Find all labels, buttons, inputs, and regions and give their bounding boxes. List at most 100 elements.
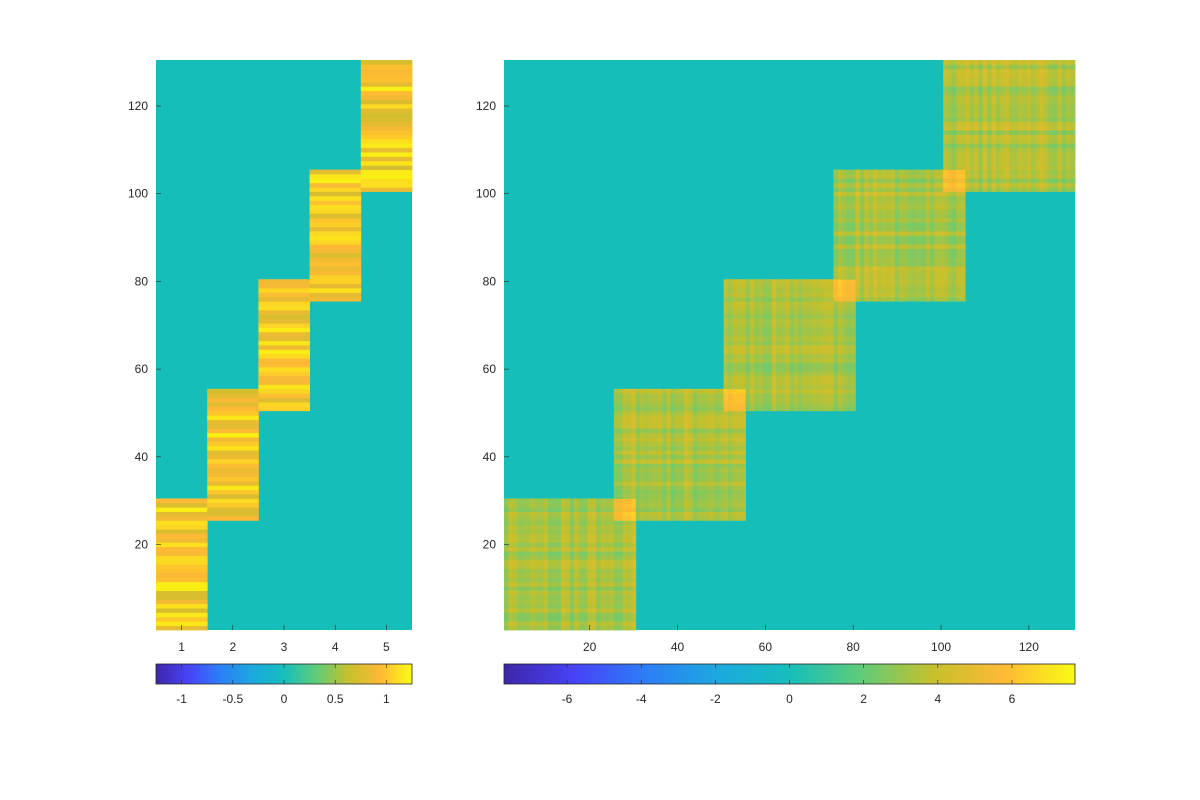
heatmap-cell <box>912 261 918 267</box>
heatmap-cell <box>749 366 755 372</box>
heatmap-cell <box>934 296 940 302</box>
heatmap-cell <box>1039 77 1045 83</box>
heatmap-cell <box>552 616 558 622</box>
heatmap-cell <box>622 463 628 469</box>
heatmap-cell <box>820 292 826 298</box>
heatmap-cell <box>666 388 672 394</box>
heatmap-cell <box>504 564 509 570</box>
heatmap-cell <box>1026 90 1032 96</box>
heatmap-cell <box>574 511 580 517</box>
heatmap-cell <box>824 301 830 306</box>
heatmap-cell <box>684 432 689 438</box>
heatmap-cell <box>728 441 733 447</box>
heatmap-cell <box>1053 182 1058 188</box>
heatmap-cell <box>552 625 558 631</box>
heatmap-cell <box>653 511 659 517</box>
heatmap-cell <box>732 384 738 390</box>
heatmap-cell <box>846 327 852 333</box>
heatmap-cell <box>767 397 773 403</box>
heatmap-cell <box>745 292 751 298</box>
heatmap-cell <box>741 476 746 482</box>
heatmap-cell <box>872 191 878 197</box>
heatmap-cell <box>684 428 689 434</box>
heatmap-cell <box>785 366 790 372</box>
heatmap-cell <box>899 200 905 206</box>
heatmap-cell <box>846 274 852 280</box>
heatmap-cell <box>947 86 953 92</box>
heatmap-cell <box>842 353 847 359</box>
heatmap-cell <box>934 195 940 201</box>
heatmap-cell <box>578 520 584 526</box>
heatmap-cell <box>626 423 632 429</box>
heatmap-cell <box>943 248 949 254</box>
heatmap-cell <box>517 594 522 600</box>
heatmap-cell <box>618 485 623 491</box>
heatmap-cell <box>618 594 623 600</box>
heatmap-cell <box>736 406 742 412</box>
heatmap-cell <box>938 213 944 219</box>
heatmap-cell <box>679 406 685 412</box>
heatmap-cell <box>912 200 918 206</box>
heatmap-cell <box>956 239 962 245</box>
heatmap-cell <box>903 226 909 232</box>
heatmap-cell <box>710 511 716 517</box>
heatmap-cell <box>921 235 927 241</box>
heatmap-cell <box>934 187 940 192</box>
heatmap-cell <box>829 358 834 363</box>
heatmap-cell <box>657 402 663 407</box>
heatmap-cell <box>802 292 808 298</box>
heatmap-cell <box>763 301 768 306</box>
heatmap-cell <box>899 279 905 285</box>
heatmap-cell <box>719 423 725 429</box>
heatmap-cell <box>811 349 817 355</box>
heatmap-cell <box>732 380 738 385</box>
heatmap-cell <box>991 77 997 83</box>
heatmap-cell <box>723 402 729 407</box>
heatmap-cell <box>534 581 540 587</box>
heatmap-cell <box>846 371 852 377</box>
heatmap-cell <box>969 95 975 100</box>
heatmap-cell <box>952 195 957 201</box>
heatmap-cell <box>530 559 536 565</box>
heatmap-cell <box>1031 103 1036 109</box>
heatmap-cell <box>859 288 865 293</box>
heatmap-cell <box>899 274 905 280</box>
heatmap-cell <box>1070 99 1076 105</box>
heatmap-cell <box>1022 108 1028 114</box>
heatmap-cell <box>1004 117 1010 122</box>
heatmap-cell <box>842 331 847 337</box>
heatmap-cell <box>864 235 869 241</box>
heatmap-cell <box>1009 130 1014 135</box>
heatmap-cell <box>258 349 310 355</box>
heatmap-cell <box>596 546 602 552</box>
heatmap-cell <box>776 331 782 337</box>
heatmap-cell <box>710 423 716 429</box>
heatmap-cell <box>811 384 817 390</box>
heatmap-cell <box>504 573 509 578</box>
heatmap-cell <box>662 494 667 499</box>
heatmap-cell <box>657 502 663 508</box>
heatmap-cell <box>360 147 413 153</box>
heatmap-cell <box>309 283 362 289</box>
heatmap-cell <box>525 608 531 613</box>
heatmap-cell <box>829 384 834 390</box>
heatmap-cell <box>763 406 768 412</box>
heatmap-cell <box>872 169 878 175</box>
heatmap-cell <box>258 301 310 306</box>
heatmap-cell <box>732 331 738 337</box>
heatmap-cell <box>626 445 632 451</box>
heatmap-cell <box>736 279 742 285</box>
heatmap-cell <box>899 270 905 276</box>
heatmap-cell <box>644 423 650 429</box>
heatmap-cell <box>736 415 742 420</box>
heatmap-cell <box>565 542 571 548</box>
heatmap-cell <box>207 402 259 407</box>
heatmap-cell <box>539 520 544 526</box>
heatmap-cell <box>1013 152 1019 157</box>
heatmap-cell <box>947 103 953 109</box>
heatmap-cell <box>626 594 632 600</box>
heatmap-cell <box>732 393 738 399</box>
heatmap-cell <box>609 590 615 596</box>
heatmap-cell <box>692 410 698 416</box>
heatmap-cell <box>767 314 773 320</box>
